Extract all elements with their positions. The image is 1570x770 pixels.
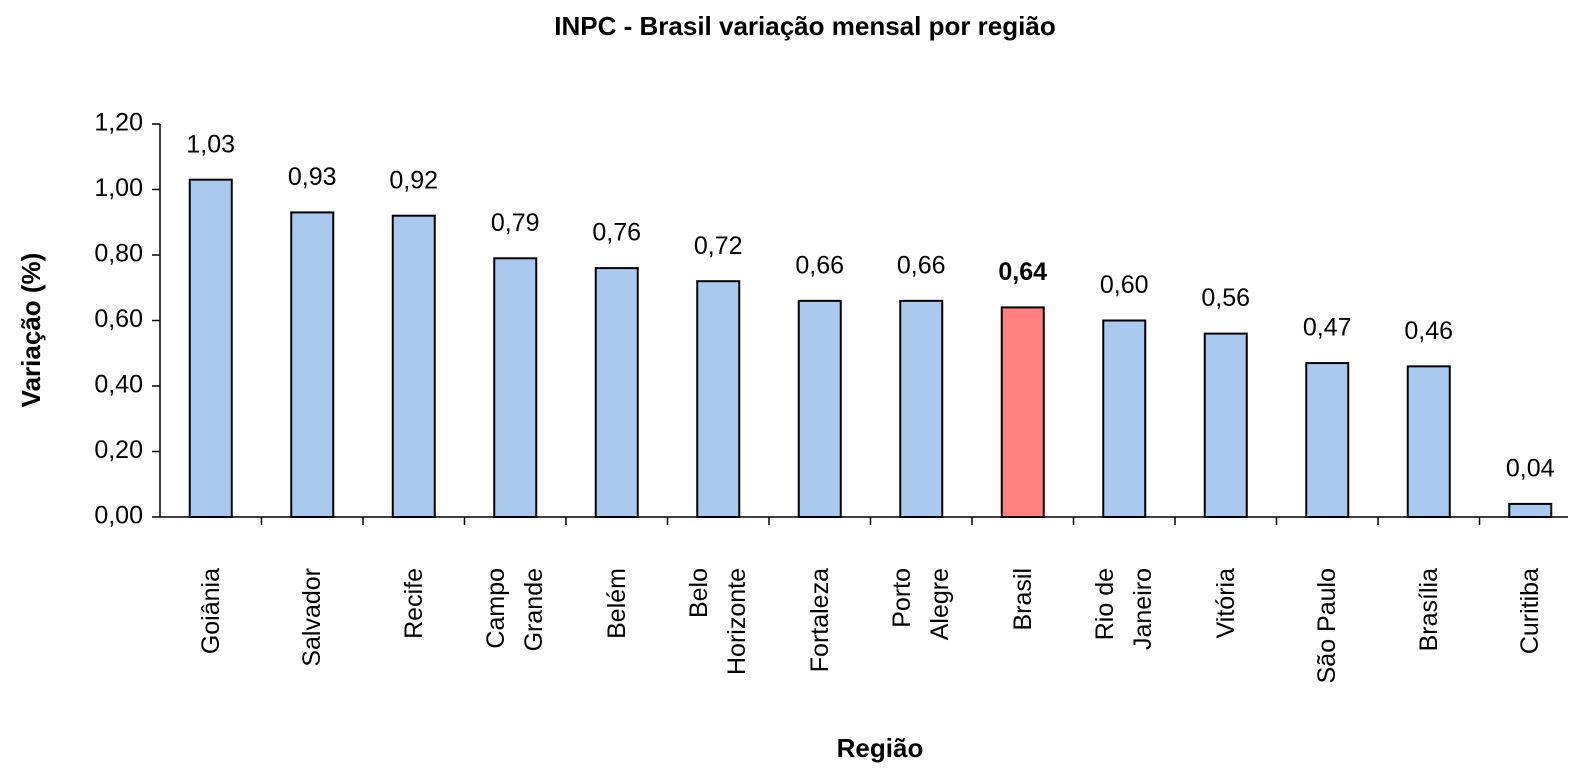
y-tick-label: 1,00	[94, 174, 143, 202]
x-tick-label: São Paulo	[1313, 568, 1342, 684]
value-label: 0,56	[1201, 284, 1250, 312]
bar	[899, 299, 944, 518]
bar	[696, 280, 741, 519]
y-axis-title: Variação (%)	[16, 253, 46, 408]
value-label: 1,03	[186, 130, 235, 158]
x-tick-label: Porto Alegre	[888, 568, 955, 641]
bar	[391, 214, 436, 518]
y-tick-label: 0,20	[94, 436, 143, 464]
value-label: 0,72	[694, 232, 743, 260]
x-tick-label: Fortaleza	[805, 568, 834, 673]
value-label: 0,66	[795, 251, 844, 279]
y-tick-label: 0,00	[94, 502, 143, 530]
bar	[188, 178, 233, 519]
x-tick-label: Recife	[399, 568, 428, 639]
y-tick-label: 1,20	[94, 109, 143, 137]
x-axis-title: Região	[837, 733, 924, 763]
bar	[493, 257, 538, 518]
bar	[594, 267, 639, 518]
x-tick-label: Salvador	[298, 568, 327, 667]
value-label: 0,76	[592, 219, 641, 247]
x-tick-label: Belo Horizonte	[685, 568, 752, 675]
value-label: 0,66	[897, 251, 946, 279]
bar	[1305, 362, 1350, 519]
value-label: 0,04	[1506, 455, 1555, 483]
x-tick-label: Goiânia	[196, 568, 225, 655]
value-label: 0,64	[998, 258, 1047, 286]
y-tick-label: 0,40	[94, 371, 143, 399]
x-tick-label: Belém	[602, 568, 631, 639]
x-tick-label: Vitória	[1211, 568, 1240, 639]
x-tick-label: Rio de Janeiro	[1091, 568, 1158, 650]
bar	[1406, 365, 1451, 518]
bar	[1102, 319, 1147, 518]
y-tick-label: 0,80	[94, 240, 143, 268]
value-label: 0,92	[389, 166, 438, 194]
value-label: 0,93	[288, 163, 337, 191]
x-tick-label: Curitiba	[1516, 568, 1545, 655]
bar	[1000, 306, 1045, 518]
y-tick-label: 0,60	[94, 305, 143, 333]
value-label: 0,60	[1100, 271, 1149, 299]
x-tick-label: Campo Grande	[482, 568, 549, 652]
x-tick-label: Brasília	[1414, 568, 1443, 652]
chart-title: INPC - Brasil variação mensal por região	[554, 11, 1055, 41]
bar	[290, 211, 335, 519]
x-tick-label: Brasil	[1008, 568, 1037, 631]
bar	[1203, 332, 1248, 518]
value-label: 0,47	[1303, 314, 1352, 342]
bar	[1508, 502, 1553, 518]
bar	[797, 299, 842, 518]
value-label: 0,79	[491, 209, 540, 237]
value-label: 0,46	[1404, 317, 1453, 345]
